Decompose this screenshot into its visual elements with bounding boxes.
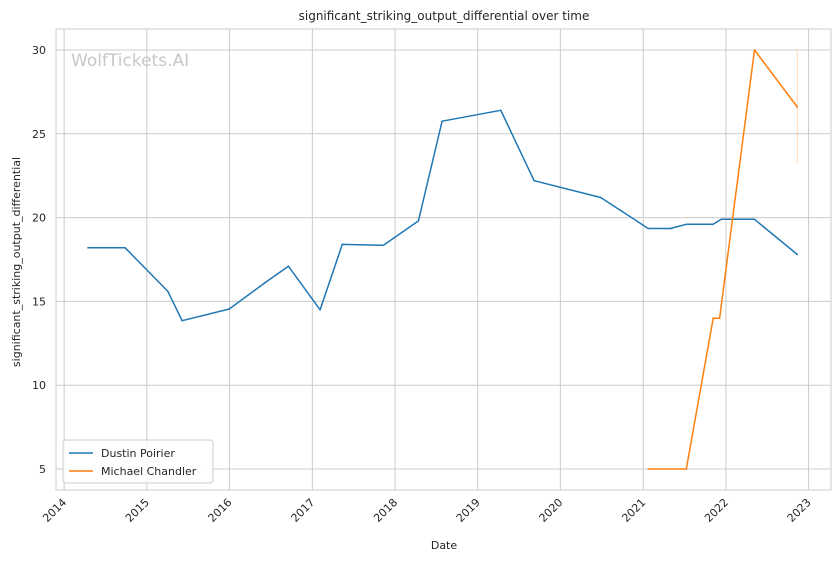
dustin-poirier-point (796, 253, 799, 256)
dustin-poirier-point (124, 246, 126, 249)
dustin-poirier-point (382, 244, 385, 247)
dustin-poirier-point (669, 227, 672, 230)
y-tick-label: 30 (32, 44, 46, 57)
dustin-poirier-point (533, 179, 535, 182)
legend: Dustin Poirier Michael Chandler (62, 439, 214, 484)
dustin-poirier-point (753, 218, 756, 221)
michael-chandler-point (712, 317, 715, 319)
legend-label-michael-chandler: Michael Chandler (101, 465, 197, 478)
dustin-poirier-point (319, 308, 321, 311)
michael-chandler-point (796, 106, 799, 108)
plot-frame (55, 28, 832, 491)
chart-title: significant_striking_output_differential… (299, 9, 590, 23)
watermark: WolfTickets.AI (71, 51, 189, 71)
y-tick-label: 15 (32, 295, 46, 308)
michael-chandler-point (718, 317, 721, 319)
legend-label-dustin-poirier: Dustin Poirier (101, 447, 175, 460)
legend-box (62, 439, 214, 484)
dustin-poirier-point (499, 109, 502, 112)
dustin-poirier-point (712, 223, 715, 226)
grid (56, 29, 831, 490)
dustin-poirier-point (181, 319, 183, 322)
y-tick-label: 25 (32, 128, 46, 141)
y-axis-ticks: 5 10 15 20 25 30 (32, 44, 46, 476)
dustin-poirier-line (87, 109, 798, 322)
dustin-poirier-point (287, 265, 290, 268)
dustin-poirier-point (417, 220, 420, 222)
dustin-poirier-point (167, 290, 169, 293)
dustin-poirier-point (87, 246, 89, 249)
dustin-poirier-point (647, 227, 650, 230)
michael-chandler-point (647, 468, 650, 470)
dustin-poirier-point (720, 218, 722, 221)
dustin-poirier-point (263, 282, 266, 284)
y-tick-label: 10 (32, 379, 46, 392)
x-axis-label: Date (431, 539, 458, 552)
michael-chandler-point (753, 49, 756, 51)
y-axis-label: significant_striking_output_differential (10, 157, 23, 367)
dustin-poirier-point (228, 308, 231, 310)
michael-chandler-line (648, 49, 798, 470)
y-tick-label: 5 (39, 463, 46, 476)
michael-chandler-point (685, 468, 688, 470)
series-layer (87, 49, 799, 470)
dustin-poirier-point (441, 120, 443, 122)
dustin-poirier-point (341, 243, 344, 246)
dustin-poirier-point (685, 223, 688, 226)
dustin-poirier-point (599, 196, 602, 199)
y-tick-label: 20 (32, 212, 46, 225)
